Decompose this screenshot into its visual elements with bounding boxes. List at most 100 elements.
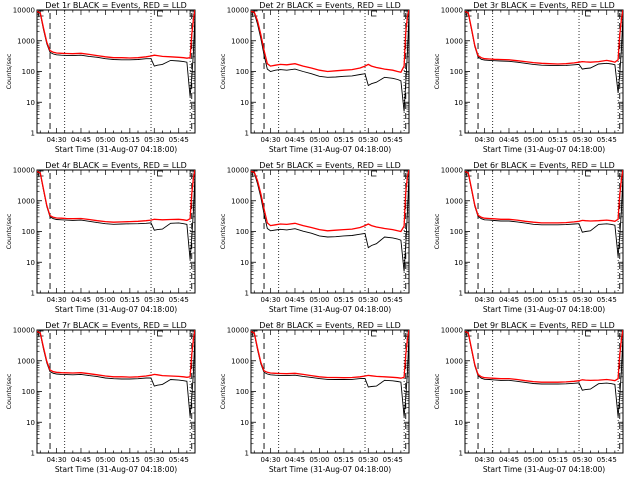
panel-title: Det 2r BLACK = Events, RED = LLD: [259, 1, 401, 10]
x-tick-label: 05:15: [334, 456, 354, 464]
x-tick-label: 05:45: [383, 296, 403, 304]
x-tick-label: 05:15: [548, 136, 568, 144]
x-tick-label: 05:30: [144, 296, 164, 304]
panel-5: Det 5r BLACK = Events, RED = LLD 1 10 100 10…: [219, 161, 410, 314]
series-black: [465, 171, 623, 257]
x-tick-label: 05:45: [169, 456, 189, 464]
x-tick-label: 05:45: [383, 136, 403, 144]
x-tick-label: 04:30: [260, 136, 280, 144]
x-axis-label: Start Time (31-Aug-07 04:18:00): [483, 305, 605, 314]
plot-frame: [250, 329, 410, 454]
panel-title: Det 8r BLACK = Events, RED = LLD: [259, 321, 401, 330]
y-tick-label: 100: [22, 388, 35, 396]
y-tick-label: 1: [245, 450, 249, 458]
y-axis-label: Counts/sec: [5, 373, 13, 409]
series-black: [251, 10, 409, 112]
plot-frame: [36, 9, 196, 134]
x-tick-label: 05:30: [144, 136, 164, 144]
y-tick-label: 1000: [231, 357, 249, 365]
series-red: [465, 10, 623, 65]
x-tick-label: 05:00: [95, 136, 115, 144]
x-tick-label: 04:30: [46, 456, 66, 464]
y-axis-label: Counts/sec: [5, 53, 13, 89]
panel-title: Det 6r BLACK = Events, RED = LLD: [473, 161, 615, 170]
x-tick-label: 05:30: [572, 136, 592, 144]
series-red: [251, 170, 409, 233]
y-axis-label: Counts/sec: [5, 213, 13, 249]
plot-frame: [36, 329, 196, 454]
y-tick-label: 10: [26, 99, 35, 107]
bracket-mark: [617, 10, 623, 17]
x-tick-label: 04:30: [474, 296, 494, 304]
x-tick-label: 04:30: [46, 136, 66, 144]
y-tick-label: 1000: [17, 197, 35, 205]
x-tick-label: 05:00: [309, 136, 329, 144]
y-tick-label: 100: [22, 68, 35, 76]
y-axis-label: Counts/sec: [433, 53, 441, 89]
x-tick-label: 04:45: [285, 296, 305, 304]
y-tick-label: 10000: [441, 167, 463, 175]
panel-title: Det 1r BLACK = Events, RED = LLD: [45, 1, 187, 10]
x-tick-label: 05:00: [309, 296, 329, 304]
y-tick-label: 10000: [227, 327, 249, 335]
x-tick-label: 05:15: [120, 296, 140, 304]
x-tick-label: 05:30: [358, 456, 378, 464]
series-black: [465, 331, 623, 417]
x-tick-label: 05:15: [120, 136, 140, 144]
bracket-mark: [157, 10, 163, 17]
y-tick-label: 1000: [17, 37, 35, 45]
y-tick-label: 1000: [231, 37, 249, 45]
x-axis-label: Start Time (31-Aug-07 04:18:00): [483, 145, 605, 154]
y-tick-label: 1000: [231, 197, 249, 205]
x-axis-label: Start Time (31-Aug-07 04:18:00): [269, 305, 391, 314]
plot-frame: [464, 169, 624, 294]
x-tick-label: 04:45: [285, 136, 305, 144]
x-tick-label: 05:45: [597, 136, 617, 144]
bracket-mark: [403, 330, 409, 337]
bracket-mark: [157, 170, 163, 177]
series-red: [37, 10, 195, 59]
bracket-mark: [189, 330, 195, 337]
bracket-mark: [585, 170, 591, 177]
series-red: [251, 10, 409, 73]
y-tick-label: 10: [240, 259, 249, 267]
y-axis-label: Counts/sec: [433, 213, 441, 249]
x-tick-label: 05:30: [144, 456, 164, 464]
y-tick-label: 10000: [227, 7, 249, 15]
y-tick-label: 10: [26, 419, 35, 427]
y-tick-label: 10000: [227, 167, 249, 175]
x-tick-label: 05:30: [572, 296, 592, 304]
bracket-mark: [585, 330, 591, 337]
y-tick-label: 10000: [13, 327, 35, 335]
x-tick-label: 05:00: [95, 296, 115, 304]
x-tick-label: 05:00: [523, 296, 543, 304]
x-tick-label: 05:30: [358, 136, 378, 144]
bracket-mark: [403, 170, 409, 177]
x-tick-label: 05:15: [548, 296, 568, 304]
panel-title: Det 9r BLACK = Events, RED = LLD: [473, 321, 615, 330]
x-axis-label: Start Time (31-Aug-07 04:18:00): [55, 465, 177, 474]
bracket-mark: [617, 170, 623, 177]
y-tick-label: 1: [245, 130, 249, 138]
x-tick-label: 04:30: [260, 296, 280, 304]
x-tick-label: 04:30: [474, 136, 494, 144]
panel-6: Det 6r BLACK = Events, RED = LLD 1 10 100 10…: [433, 161, 624, 314]
x-tick-label: 05:45: [383, 456, 403, 464]
plot-frame: [464, 9, 624, 134]
x-axis-label: Start Time (31-Aug-07 04:18:00): [269, 465, 391, 474]
x-tick-label: 04:45: [71, 456, 91, 464]
y-tick-label: 1000: [445, 357, 463, 365]
panel-title: Det 5r BLACK = Events, RED = LLD: [259, 161, 401, 170]
series-black: [251, 331, 409, 417]
y-tick-label: 10000: [441, 7, 463, 15]
x-tick-label: 05:45: [597, 296, 617, 304]
panel-3: Det 3r BLACK = Events, RED = LLD 1 10 100 10…: [433, 1, 624, 154]
y-tick-label: 1: [31, 450, 35, 458]
plot-frame: [36, 169, 196, 294]
y-tick-label: 10000: [13, 7, 35, 15]
x-axis-label: Start Time (31-Aug-07 04:18:00): [55, 305, 177, 314]
panel-2: Det 2r BLACK = Events, RED = LLD 1 10 100 10…: [219, 1, 410, 154]
series-black: [251, 170, 409, 272]
panel-7: Det 7r BLACK = Events, RED = LLD 1 10 100 10…: [5, 321, 196, 474]
y-tick-label: 1000: [445, 197, 463, 205]
